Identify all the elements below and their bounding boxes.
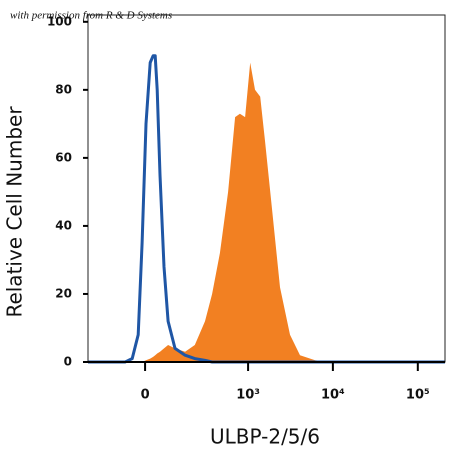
y-tick-label: 0 — [64, 355, 72, 369]
watermark: with permission from R & D Systems — [10, 10, 172, 22]
y-tick-label: 40 — [55, 218, 72, 232]
y-tick-label: 80 — [55, 82, 72, 96]
x-tick-label: 10⁵ — [406, 388, 430, 403]
y-tick-label: 60 — [55, 150, 72, 164]
y-tick-label: 100 — [47, 14, 72, 28]
x-tick-label: 10⁴ — [321, 388, 345, 403]
y-axis-label: Relative Cell Number — [3, 106, 27, 318]
x-tick-label: 10³ — [236, 388, 260, 403]
histogram-area — [88, 62, 445, 362]
x-axis-label: ULBP-2/5/6 — [210, 425, 320, 449]
y-tick-label: 20 — [55, 286, 72, 300]
x-tick-label: 0 — [141, 388, 150, 403]
